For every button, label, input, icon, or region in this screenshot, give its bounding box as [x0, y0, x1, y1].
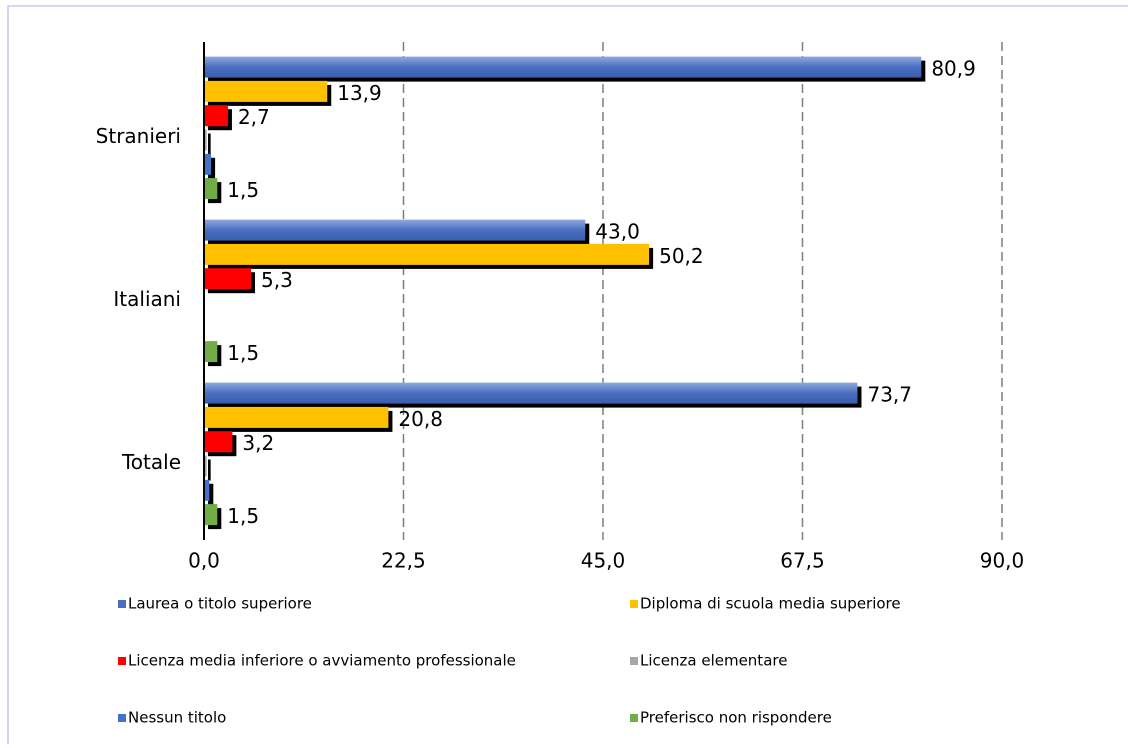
x-tick-label: 67,5	[780, 549, 825, 573]
data-label: 73,7	[867, 383, 912, 407]
y-tick-label: Totale	[121, 450, 181, 474]
bar	[204, 455, 207, 477]
legend-swatch	[630, 657, 638, 665]
bar	[204, 178, 218, 200]
data-label: 1,5	[227, 504, 259, 528]
data-label: 1,5	[227, 341, 259, 365]
legend-label: Licenza elementare	[640, 652, 787, 670]
bar	[204, 431, 233, 453]
bar	[204, 268, 251, 290]
legend-swatch	[630, 714, 638, 722]
chart-frame	[7, 5, 1128, 748]
bar	[204, 153, 212, 175]
data-label: 2,7	[238, 105, 270, 129]
x-tick-label: 22,5	[381, 549, 426, 573]
bar	[204, 382, 858, 404]
bar	[204, 56, 922, 78]
data-label: 43,0	[595, 220, 640, 244]
bar	[204, 406, 389, 428]
bar-shadow	[208, 157, 216, 179]
bar-shadow	[208, 483, 214, 505]
bar	[204, 479, 210, 501]
legend-swatch	[630, 600, 638, 608]
data-label: 20,8	[398, 407, 443, 431]
bar	[204, 105, 228, 127]
legend-label: Diploma di scuola media superiore	[640, 595, 901, 613]
legend-label: Nessun titolo	[128, 709, 226, 727]
bar	[204, 129, 207, 151]
x-tick-label: 0,0	[188, 549, 220, 573]
bar	[204, 219, 586, 241]
data-label: 13,9	[337, 81, 382, 105]
y-tick-label: Stranieri	[96, 124, 181, 148]
legend-label: Preferisco non rispondere	[640, 709, 832, 727]
bar	[204, 80, 328, 102]
legend-swatch	[118, 714, 126, 722]
bar	[204, 504, 218, 526]
bar	[204, 341, 218, 363]
bar-shadow	[208, 459, 211, 481]
y-tick-label: Italiani	[113, 287, 181, 311]
data-label: 5,3	[261, 268, 293, 292]
bar-shadow	[208, 133, 211, 155]
data-label: 50,2	[659, 244, 704, 268]
data-label: 1,5	[227, 178, 259, 202]
bar	[204, 243, 650, 265]
legend-swatch	[118, 657, 126, 665]
data-label: 3,2	[242, 431, 274, 455]
legend-label: Laurea o titolo superiore	[128, 595, 312, 613]
x-tick-label: 90,0	[980, 549, 1025, 573]
legend-swatch	[118, 600, 126, 608]
data-label: 80,9	[931, 57, 976, 81]
x-tick-label: 45,0	[581, 549, 626, 573]
legend-label: Licenza media inferiore o avviamento pro…	[128, 652, 516, 670]
